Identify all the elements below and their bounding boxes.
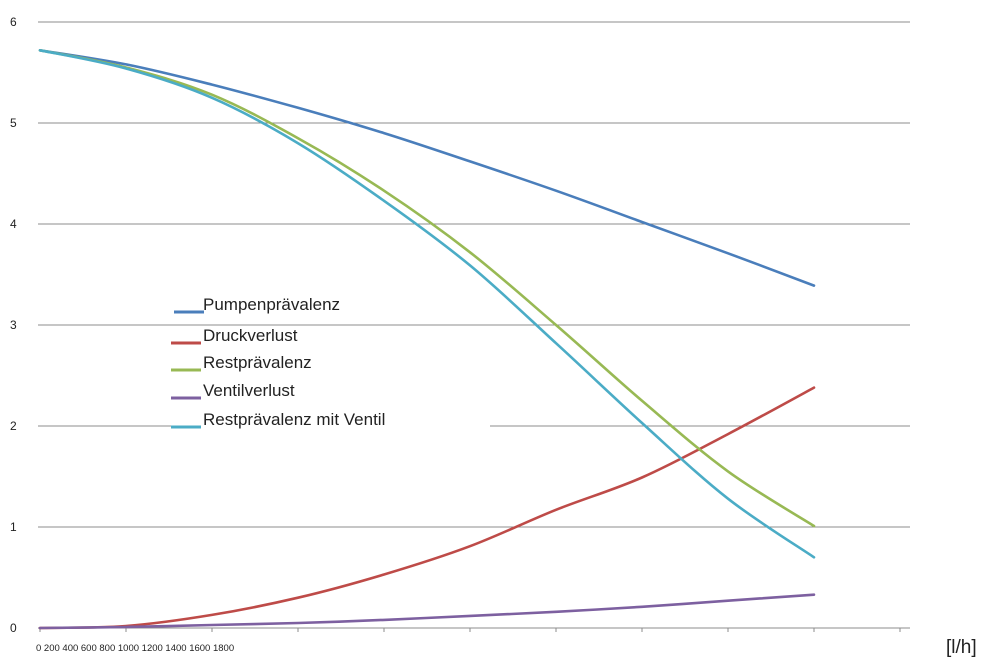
y-tick-label: 5: [10, 116, 17, 130]
y-tick-label: 2: [10, 419, 17, 433]
x-axis-tick-marks: [39, 628, 901, 632]
legend-item-restpr-valenz-mit-ventil: Restprävalenz mit Ventil: [171, 410, 385, 429]
legend: Pumpenprävalenz Druckverlust Restprävalenz…: [171, 295, 385, 429]
legend-label: Restprävalenz: [203, 353, 312, 372]
y-tick-label: 3: [10, 318, 17, 332]
legend-item-ventilverlust: Ventilverlust: [171, 381, 295, 400]
grid-lines: [38, 21, 910, 629]
series-line-pumpenpr-valenz: [38, 49, 816, 287]
legend-label: Ventilverlust: [203, 381, 295, 400]
y-tick-label: 6: [10, 15, 17, 29]
x-axis-tick-labels: 0 200 400 600 800 1000 1200 1400 1600 18…: [36, 643, 234, 654]
legend-label: Pumpenprävalenz: [203, 295, 340, 314]
legend-label: Druckverlust: [203, 326, 298, 345]
legend-label: Restprävalenz mit Ventil: [203, 410, 385, 429]
series-line-restpr-valenz: [38, 49, 816, 528]
legend-item-pumpenpr-valenz: Pumpenprävalenz: [174, 295, 340, 314]
y-tick-label: 0: [10, 621, 17, 635]
series-line-ventilverlust: [38, 593, 816, 630]
x-axis-unit-label: [l/h]: [946, 637, 977, 658]
y-axis-tick-labels: 0 1 2 3 4 5 6: [10, 15, 17, 635]
y-tick-label: 4: [10, 217, 17, 231]
y-tick-label: 1: [10, 520, 17, 534]
series-line-druckverlust: [38, 386, 816, 630]
series-lines: [38, 49, 816, 630]
series-line-restpr-valenz-mit-ventil: [38, 49, 816, 559]
legend-item-restpr-valenz: Restprävalenz: [171, 353, 312, 372]
legend-item-druckverlust: Druckverlust: [171, 326, 298, 345]
